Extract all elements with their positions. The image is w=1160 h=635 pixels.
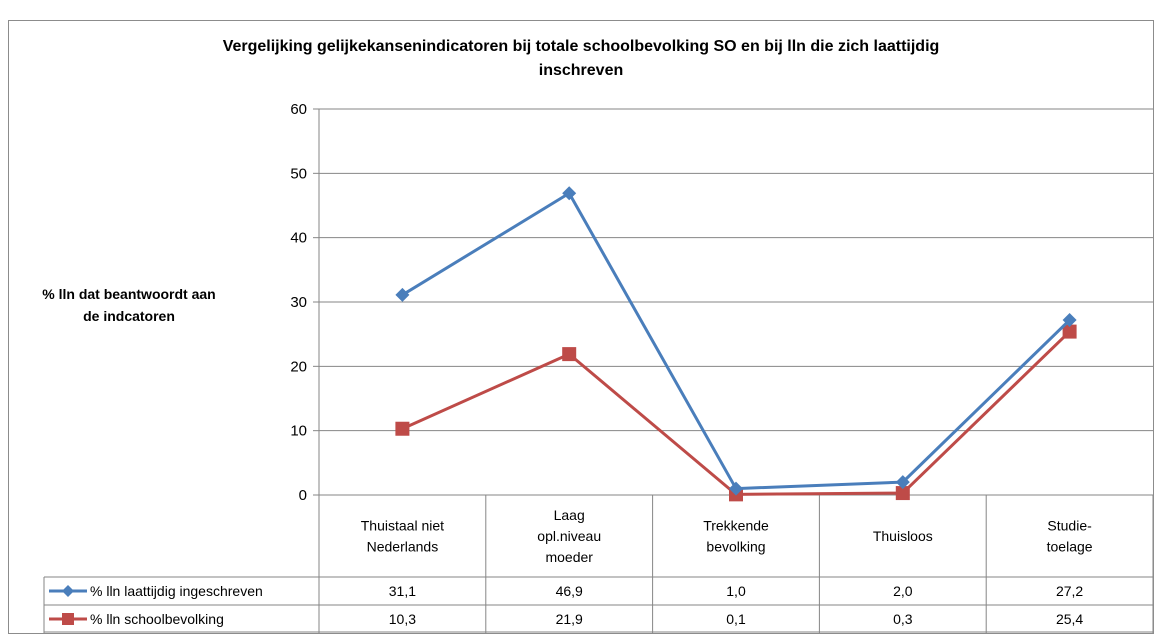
- category-label-4-0: Studie-: [1047, 518, 1092, 534]
- table-cell-1-2: 0,1: [726, 611, 746, 627]
- y-tick-label-30: 30: [290, 294, 307, 311]
- category-label-3-0: Thuisloos: [873, 528, 933, 544]
- y-tick-label-50: 50: [290, 165, 307, 182]
- chart-frame: Vergelijking gelijkekansenindicatoren bi…: [8, 20, 1154, 634]
- table-cell-1-3: 0,3: [893, 611, 913, 627]
- gridlines: [313, 108, 1153, 496]
- category-label-1-1: opl.niveau: [537, 528, 601, 544]
- legend-key-marker-1: [62, 613, 74, 625]
- y-axis-title-line-1: de indcatoren: [83, 308, 175, 324]
- y-tick-labels: 0 10 20 30 40 50 60: [290, 101, 307, 504]
- table-cell-0-2: 1,0: [726, 583, 746, 599]
- table-cell-1-4: 25,4: [1056, 611, 1083, 627]
- category-label-2-0: Trekkende: [703, 518, 769, 534]
- category-label-1-2: moeder: [545, 549, 593, 565]
- table-cell-1-0: 10,3: [389, 611, 416, 627]
- table-cell-0-1: 46,9: [556, 583, 583, 599]
- category-label-0-0: Thuistaal niet: [361, 518, 444, 534]
- data-point-0-2: [729, 481, 743, 496]
- category-label-4-1: toelage: [1047, 539, 1093, 555]
- legend-name-1: % lln schoolbevolking: [90, 611, 224, 627]
- data-point-1-4: [1062, 324, 1077, 339]
- table-cell-0-0: 31,1: [389, 583, 416, 599]
- series-line-1: [401, 330, 1071, 496]
- y-tick-label-40: 40: [290, 230, 307, 247]
- table-cell-0-3: 2,0: [893, 583, 913, 599]
- chart-title-line-0: Vergelijking gelijkekansenindicatoren bi…: [223, 38, 940, 55]
- table-cell-1-1: 21,9: [556, 611, 583, 627]
- data-point-0-3: [895, 475, 910, 490]
- y-tick-label-0: 0: [299, 487, 307, 504]
- data-point-1-3: [895, 486, 910, 501]
- category-label-1-0: Laag: [554, 507, 585, 523]
- data-table: Thuistaal niet Nederlands Laag opl.niveau mo…: [43, 494, 1153, 633]
- series-lines: [395, 186, 1077, 502]
- line-chart: Vergelijking gelijkekansenindicatoren bi…: [42, 38, 1153, 633]
- y-axis-title-line-0: % lln dat beantwoordt aan: [42, 286, 215, 302]
- chart-title: Vergelijking gelijkekansenindicatoren bi…: [223, 38, 940, 79]
- legend-name-0: % lln laattijdig ingeschreven: [90, 583, 263, 599]
- y-tick-label-60: 60: [290, 101, 307, 118]
- category-label-2-1: bevolking: [706, 539, 765, 555]
- data-point-1-1: [562, 347, 577, 362]
- y-axis-title: % lln dat beantwoordt aan de indcatoren: [42, 286, 215, 324]
- data-point-0-0: [395, 287, 410, 302]
- chart-title-line-1: inschreven: [539, 62, 623, 79]
- legend-key-marker-0: [62, 585, 74, 597]
- y-tick-label-10: 10: [290, 423, 307, 440]
- table-cell-0-4: 27,2: [1056, 583, 1083, 599]
- category-label-0-1: Nederlands: [367, 539, 439, 555]
- y-tick-label-20: 20: [290, 358, 307, 375]
- data-point-0-1: [562, 186, 577, 201]
- data-point-1-0: [395, 421, 410, 436]
- data-point-0-4: [1062, 313, 1077, 328]
